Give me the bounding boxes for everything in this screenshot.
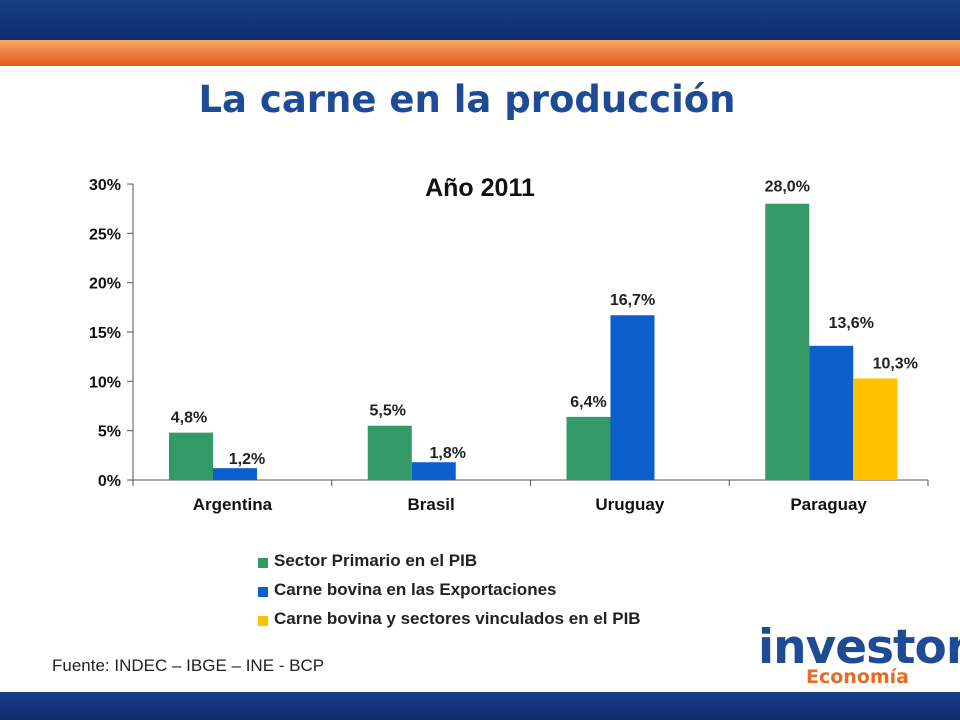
bar-brasil-series-1 <box>367 425 412 480</box>
data-label: 13,6% <box>829 315 874 332</box>
logo-main-text: investor <box>758 620 960 675</box>
data-label: 5,5% <box>370 403 406 420</box>
investor-logo: investor Economía S.A. <box>758 620 960 712</box>
source-note: Fuente: INDEC – IBGE – INE - BCP <box>52 656 325 675</box>
legend-swatch <box>258 616 268 626</box>
x-tick-label: Paraguay <box>790 495 867 514</box>
x-tick-label: Argentina <box>193 495 273 514</box>
x-tick-label: Brasil <box>408 495 455 514</box>
y-tick-label: 5% <box>98 424 121 441</box>
y-tick-label: 25% <box>89 226 121 243</box>
data-label: 16,7% <box>610 292 655 309</box>
data-label: 1,2% <box>229 451 265 468</box>
y-tick-label: 10% <box>89 374 121 391</box>
legend-label: Carne bovina en las Exportaciones <box>274 580 557 599</box>
y-tick-label: 0% <box>98 473 121 490</box>
top-stripe <box>0 40 960 66</box>
data-label: 10,3% <box>873 355 918 372</box>
bottom-band <box>0 692 960 720</box>
legend-label: Sector Primario en el PIB <box>274 551 478 570</box>
bar-paraguay-series-1 <box>765 203 810 480</box>
top-band <box>0 0 960 40</box>
bar-brasil-series-2 <box>411 462 456 480</box>
bar-paraguay-series-2 <box>809 345 854 480</box>
bar-paraguay-series-3 <box>853 378 898 480</box>
y-tick-label: 15% <box>89 325 121 342</box>
bar-argentina-series-1 <box>169 432 213 480</box>
chart-title: Año 2011 <box>425 174 535 202</box>
bar-uruguay-series-2 <box>610 315 655 480</box>
x-tick-label: Uruguay <box>595 495 665 514</box>
data-label: 28,0% <box>765 179 810 196</box>
legend-swatch <box>258 587 268 597</box>
legend-label: Carne bovina y sectores vinculados en el… <box>274 609 641 628</box>
y-tick-label: 30% <box>89 177 121 194</box>
y-tick-label: 20% <box>89 276 121 293</box>
data-label: 6,4% <box>570 394 606 411</box>
legend-swatch <box>258 558 268 568</box>
data-label: 1,8% <box>430 445 466 462</box>
data-label: 4,8% <box>171 410 207 427</box>
bar-uruguay-series-1 <box>566 416 611 480</box>
bar-argentina-series-2 <box>213 468 257 480</box>
page-title: La carne en la producción <box>198 78 736 121</box>
